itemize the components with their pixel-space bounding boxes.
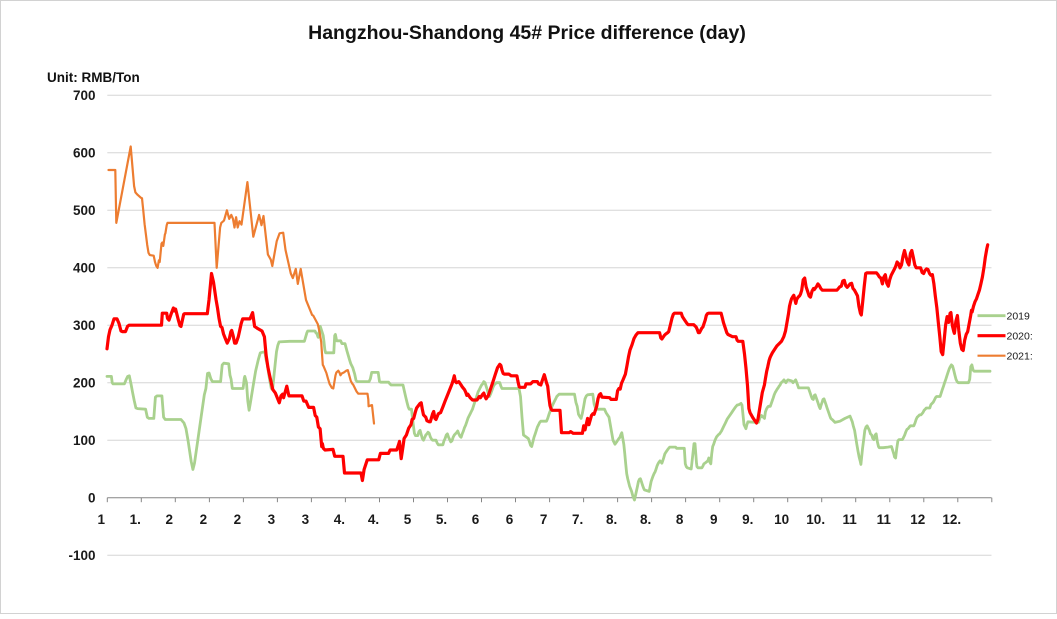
svg-text:400: 400: [73, 261, 96, 276]
svg-text:5.: 5.: [436, 512, 447, 527]
svg-text:9: 9: [710, 512, 718, 527]
svg-text:1.: 1.: [130, 512, 141, 527]
svg-text:8: 8: [676, 512, 684, 527]
svg-text:2: 2: [166, 512, 174, 527]
svg-text:2020:: 2020:: [1007, 331, 1033, 343]
svg-text:700: 700: [73, 88, 96, 103]
svg-text:8.: 8.: [640, 512, 651, 527]
svg-text:600: 600: [73, 146, 96, 161]
svg-text:100: 100: [73, 433, 96, 448]
svg-text:300: 300: [73, 318, 96, 333]
svg-text:8.: 8.: [606, 512, 617, 527]
svg-text:10: 10: [774, 512, 789, 527]
svg-text:1: 1: [98, 512, 106, 527]
svg-text:5: 5: [404, 512, 412, 527]
svg-text:500: 500: [73, 203, 96, 218]
svg-text:2019: 2019: [1007, 311, 1031, 323]
svg-text:6: 6: [506, 512, 514, 527]
svg-text:4.: 4.: [368, 512, 379, 527]
svg-text:12: 12: [910, 512, 925, 527]
svg-text:Hangzhou-Shandong 45# Price di: Hangzhou-Shandong 45# Price difference (…: [308, 22, 746, 44]
svg-text:0: 0: [88, 491, 96, 506]
svg-text:9.: 9.: [742, 512, 753, 527]
svg-text:7: 7: [540, 512, 548, 527]
svg-text:3: 3: [302, 512, 310, 527]
svg-text:7.: 7.: [572, 512, 583, 527]
svg-text:-100: -100: [68, 548, 95, 563]
svg-text:3: 3: [268, 512, 276, 527]
svg-text:2: 2: [200, 512, 208, 527]
svg-text:11: 11: [843, 512, 858, 527]
svg-text:2: 2: [234, 512, 242, 527]
svg-text:Unit: RMB/Ton: Unit: RMB/Ton: [47, 70, 140, 85]
svg-text:11: 11: [877, 512, 892, 527]
svg-text:2021:: 2021:: [1007, 351, 1033, 363]
svg-text:6: 6: [472, 512, 480, 527]
svg-text:4.: 4.: [334, 512, 345, 527]
svg-text:200: 200: [73, 376, 96, 391]
svg-text:10.: 10.: [806, 512, 825, 527]
svg-text:12.: 12.: [942, 512, 961, 527]
